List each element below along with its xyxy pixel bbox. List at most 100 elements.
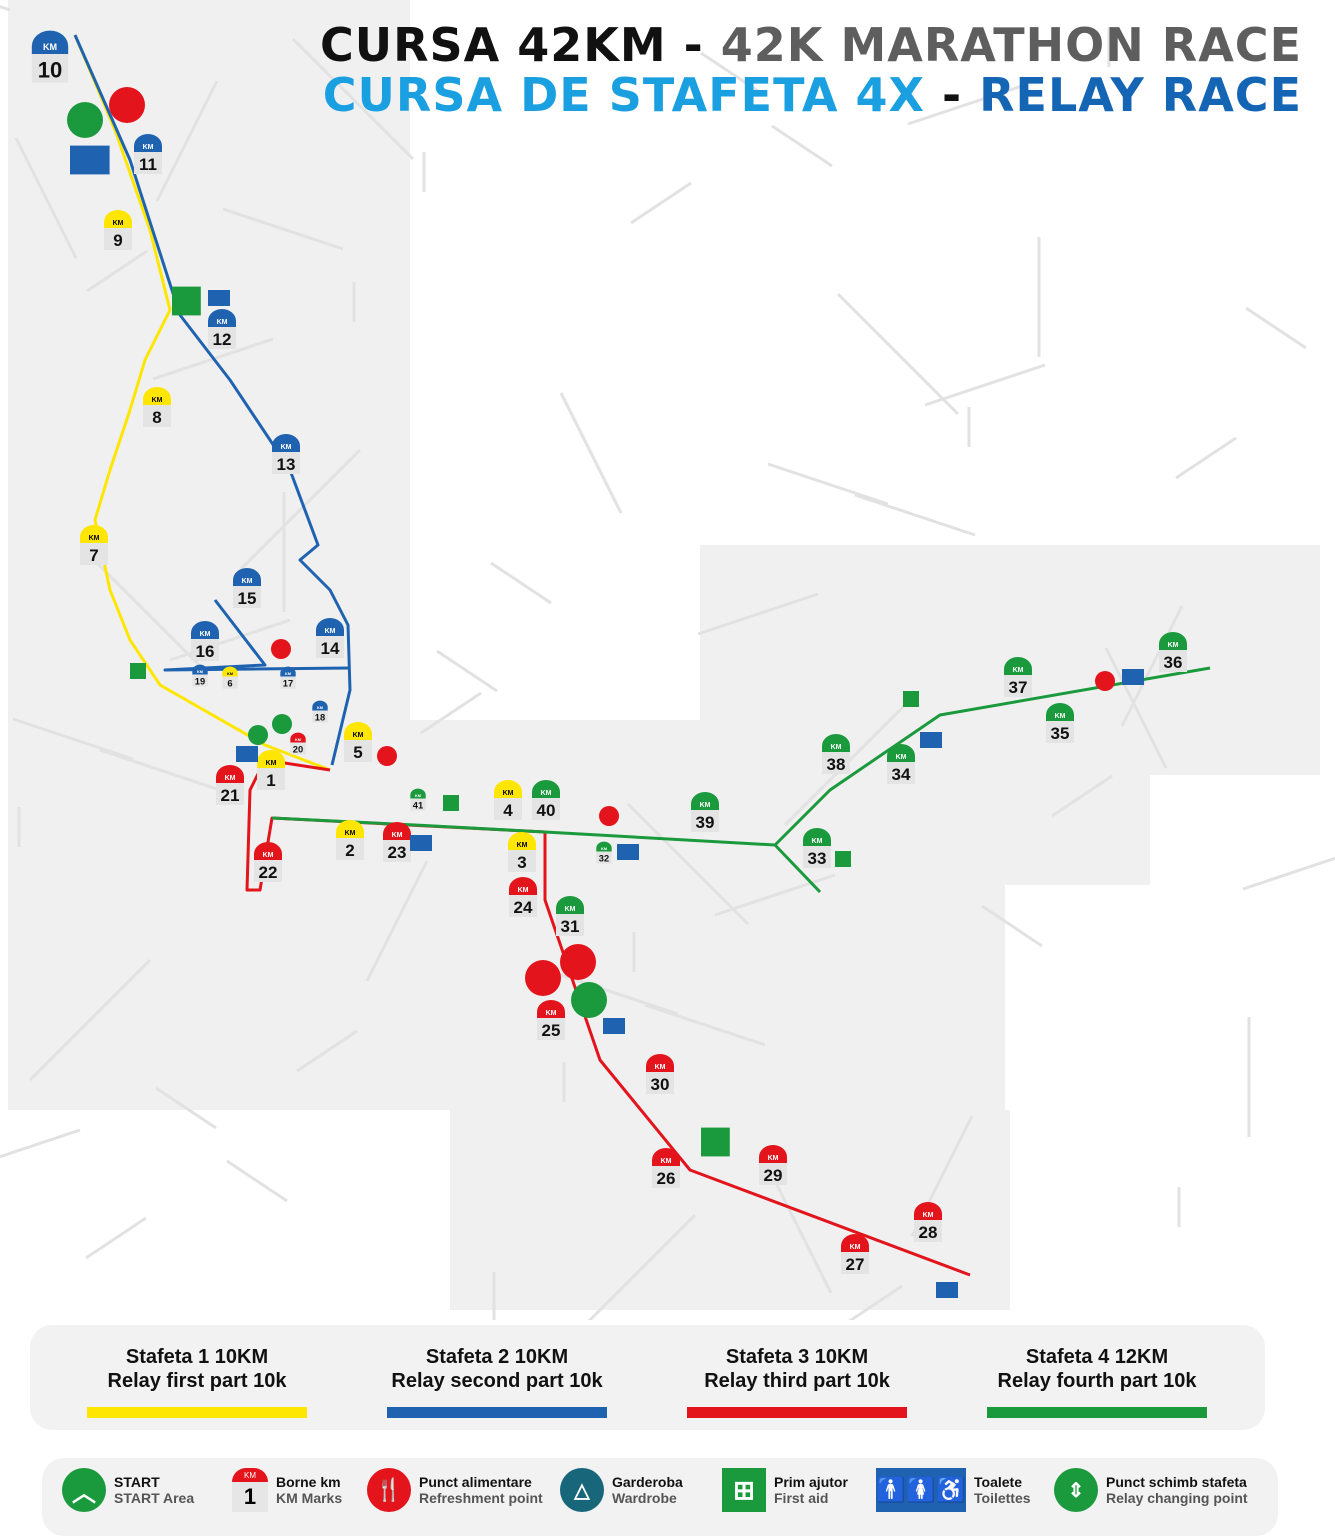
refreshment-icon <box>109 87 145 123</box>
km-marker-8[interactable]: KM 8 <box>143 387 171 427</box>
km-marker-9[interactable]: KM 9 <box>104 210 132 250</box>
street <box>365 860 429 982</box>
km-number: 1 <box>266 771 275 790</box>
km-marker-12[interactable]: KM 12 <box>208 309 236 349</box>
km-marker-2[interactable]: KM 2 <box>336 820 364 860</box>
km-label: KM <box>113 220 124 227</box>
km-marker-1[interactable]: KM 1 <box>257 750 285 790</box>
title-english: 42K MARATHON RACE <box>720 18 1302 72</box>
legend-toilets: 🚹🚺♿ Toalete Toilettes <box>876 1468 1031 1512</box>
km-marker-34[interactable]: KM 34 <box>887 744 915 784</box>
km-number: 28 <box>919 1223 938 1242</box>
street <box>644 1003 766 1047</box>
street <box>557 972 679 1016</box>
km-label: KM <box>317 706 323 710</box>
street <box>767 462 889 506</box>
km-marker-14[interactable]: KM 14 <box>316 618 344 658</box>
street <box>1175 436 1237 480</box>
street <box>771 124 833 168</box>
km-marker-5[interactable]: KM 5 <box>344 722 372 762</box>
km-marker-22[interactable]: KM 22 <box>254 842 282 882</box>
km-marker-21[interactable]: KM 21 <box>216 765 244 805</box>
street <box>587 1213 697 1320</box>
km-label: KM <box>661 1158 672 1165</box>
km-marker-7[interactable]: KM 7 <box>80 525 108 565</box>
km-marker-41[interactable]: KM 41 <box>410 788 426 811</box>
km-marker-28[interactable]: KM 28 <box>914 1202 942 1242</box>
km-marker-20[interactable]: KM 20 <box>290 732 306 755</box>
km-label: KM <box>1055 713 1066 720</box>
km-marker-24[interactable]: KM 24 <box>509 877 537 917</box>
street <box>85 1216 147 1260</box>
km-number: 39 <box>696 813 715 832</box>
street <box>14 137 78 259</box>
route-blue-line <box>73 34 352 766</box>
legend-km: KM 1 Borne km KM Marks <box>232 1468 342 1512</box>
km-marker-37[interactable]: KM 37 <box>1004 657 1032 697</box>
km-marker-23[interactable]: KM 23 <box>383 822 411 862</box>
km-marker-29[interactable]: KM 29 <box>759 1145 787 1185</box>
relay-name: Stafeta 4 12KM <box>1025 1346 1169 1368</box>
km-marker-18[interactable]: KM 18 <box>312 700 328 723</box>
street <box>155 80 219 202</box>
km-marker-35[interactable]: KM 35 <box>1046 703 1074 743</box>
km-number: 2 <box>345 841 354 860</box>
relay-desc: Relay fourth part 10k <box>997 1370 1197 1392</box>
km-marker-19[interactable]: KM 19 <box>192 664 208 687</box>
km-marker-40[interactable]: KM 40 <box>532 780 560 820</box>
legend-label: START <box>114 1474 160 1490</box>
km-marker-3[interactable]: KM 3 <box>508 832 536 872</box>
km-marker-26[interactable]: KM 26 <box>652 1148 680 1188</box>
km-marker-25[interactable]: KM 25 <box>537 1000 565 1040</box>
km-number: 4 <box>503 801 513 820</box>
relay-name: Stafeta 2 10KM <box>425 1346 569 1368</box>
km-label: KM <box>831 744 842 751</box>
legend-label: Prim ajutor <box>774 1474 848 1490</box>
km-marker-15[interactable]: KM 15 <box>233 568 261 608</box>
street <box>769 1172 833 1294</box>
km-number: 24 <box>514 898 533 917</box>
legend-label-en: Toilettes <box>974 1490 1031 1506</box>
km-label: KM <box>923 1212 934 1219</box>
km-label: KM <box>266 760 277 767</box>
street <box>626 802 750 926</box>
toilet-icon <box>920 732 942 748</box>
km-marker-17[interactable]: KM 17 <box>280 666 296 689</box>
km-label: KM <box>242 578 253 585</box>
street <box>436 649 498 693</box>
km-number: 34 <box>892 765 911 784</box>
km-number: 18 <box>315 712 325 722</box>
toilet-icon <box>208 290 230 306</box>
km-marker-6[interactable]: KM 6 <box>222 666 238 689</box>
km-marker-27[interactable]: KM 27 <box>841 1234 869 1274</box>
legend-label-en: First aid <box>774 1490 829 1506</box>
km-marker-10[interactable]: KM 10 <box>31 30 69 83</box>
km-marker-38[interactable]: KM 38 <box>822 734 850 774</box>
km-number: 10 <box>38 57 63 82</box>
km-marker-33[interactable]: KM 33 <box>803 828 831 868</box>
km-marker-31[interactable]: KM 31 <box>556 896 584 936</box>
title-romanian: CURSA 42KM <box>319 18 667 72</box>
relay-change-icon <box>571 982 607 1018</box>
km-marker-4[interactable]: KM 4 <box>494 780 522 820</box>
km-marker-16[interactable]: KM 16 <box>191 621 219 661</box>
km-marker-11[interactable]: KM 11 <box>134 134 162 174</box>
legend-label: Toalete <box>974 1474 1022 1490</box>
km-marker-30[interactable]: KM 30 <box>646 1054 674 1094</box>
toilet-icon <box>70 145 110 175</box>
toilet-icon <box>603 1018 625 1034</box>
km-number: 8 <box>152 408 161 427</box>
legend-relay-change: ⇕ Punct schimb stafeta Relay changing poi… <box>1054 1468 1248 1512</box>
legend-label-en: START Area <box>114 1490 195 1506</box>
refreshment-icon <box>525 960 561 996</box>
street <box>1104 647 1168 769</box>
km-marker-36[interactable]: KM 36 <box>1159 632 1187 672</box>
km-marker-32[interactable]: KM 32 <box>596 841 612 864</box>
km-marker-13[interactable]: KM 13 <box>272 434 300 474</box>
refreshment-icon <box>271 639 291 659</box>
relay-legend: Stafeta 1 10KM Relay first part 10k Stafe… <box>30 1325 1265 1430</box>
km-label: KM <box>281 444 292 451</box>
km-label: KM <box>263 852 274 859</box>
km-marker-39[interactable]: KM 39 <box>691 792 719 832</box>
